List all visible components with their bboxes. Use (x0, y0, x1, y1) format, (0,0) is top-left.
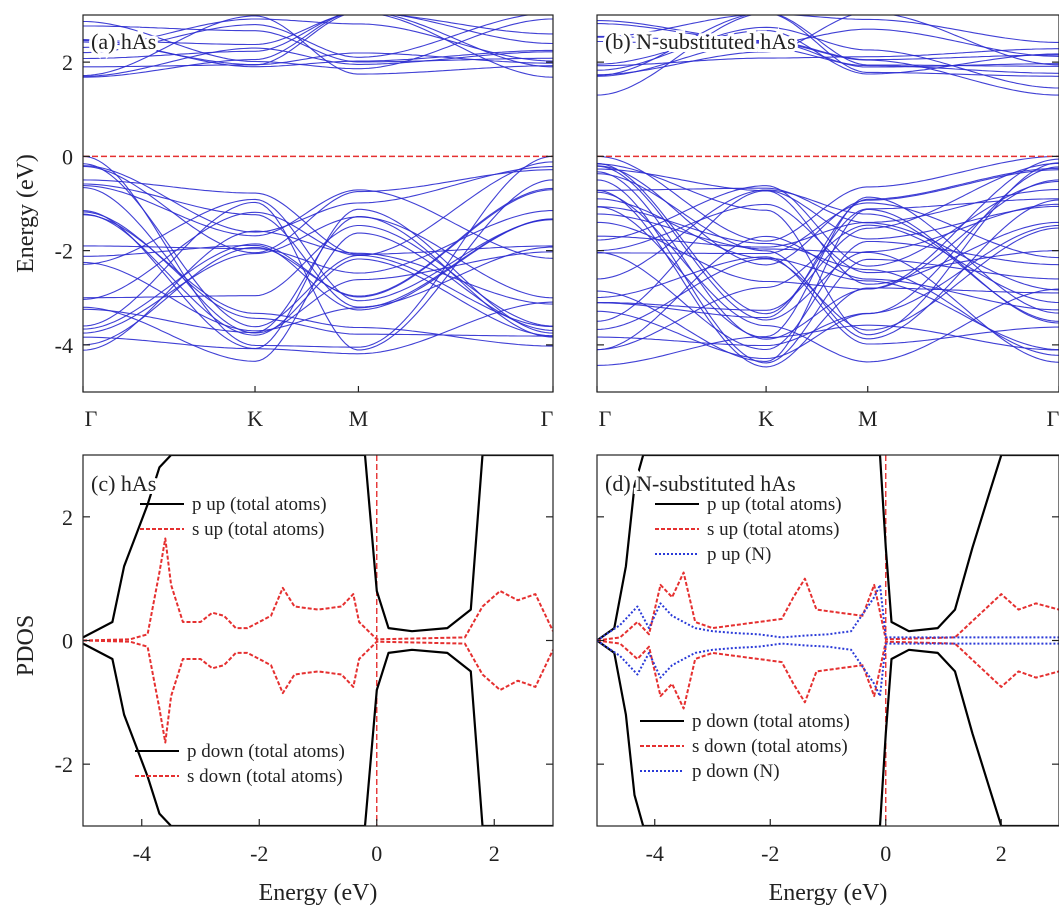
x-tick-label: M (349, 406, 369, 431)
x-tick-label: K (758, 406, 774, 431)
x-tick-label: Γ (541, 406, 554, 431)
legend-entry-down: s down (total atoms) (187, 766, 343, 787)
band-line (83, 219, 553, 331)
panel-label: (d) N-substituted hAs (605, 471, 796, 496)
panel-label: (b) N-substituted hAs (605, 29, 796, 54)
series-p-up-n- (597, 585, 1059, 641)
band-panel-b: Γ K M Γ (b) N-substituted hAs (597, 12, 1059, 431)
legend-entry-up: p up (total atoms) (707, 494, 842, 515)
y-tick-label: -2 (55, 752, 73, 777)
x-tick-label: -4 (646, 841, 664, 866)
panel-label: (a) hAs (91, 29, 156, 54)
y-tick-label: 2 (62, 50, 73, 75)
x-tick-label: -2 (250, 841, 268, 866)
band-line (83, 180, 553, 254)
x-tick-label: Γ (1047, 406, 1059, 431)
x-tick-label: 2 (996, 841, 1007, 866)
series-p-down-n- (597, 641, 1059, 697)
band-line (597, 169, 1059, 239)
y-tick-label: 2 (62, 505, 73, 530)
band-line (83, 190, 553, 329)
legend-entry-up: s up (total atoms) (192, 519, 324, 540)
legend-entry-up: p up (total atoms) (192, 494, 327, 515)
series-p-down-total-atoms- (597, 641, 1059, 827)
band-line (83, 302, 553, 354)
legend-entry-down: p down (total atoms) (692, 711, 850, 732)
band-line (597, 207, 1059, 356)
band-lines (597, 12, 1059, 367)
legend-entry-down: p down (total atoms) (187, 741, 345, 762)
band-line (83, 167, 553, 253)
band-line (597, 242, 1059, 350)
x-tick-label: M (858, 406, 878, 431)
x-tick-label: Γ (85, 406, 98, 431)
panel-label: (c) hAs (91, 471, 156, 496)
x-tick-label: 2 (489, 841, 500, 866)
band-lines (83, 11, 553, 361)
series-p-down-total-atoms- (83, 644, 553, 826)
x-tick-label: K (247, 406, 263, 431)
x-axis-title: Energy (eV) (259, 880, 378, 906)
y-tick-label: 0 (62, 629, 73, 654)
series-s-up-total-atoms- (83, 539, 553, 641)
y-tick-label: -4 (55, 333, 73, 358)
x-tick-label: Γ (599, 406, 612, 431)
x-axis-title: Energy (eV) (769, 880, 888, 906)
series-s-up-total-atoms- (597, 573, 1059, 641)
series-s-down-total-atoms- (597, 641, 1059, 709)
y-axis-title: Energy (eV) (13, 154, 39, 273)
legend-entry-down: p down (N) (692, 761, 780, 782)
x-tick-label: 0 (371, 841, 382, 866)
band-panel-a: -4 -2 0 2 Γ K M Γ (a) hAs Energy (eV) (13, 11, 554, 431)
legend-entry-down: s down (total atoms) (692, 736, 848, 757)
x-tick-label: -2 (761, 841, 779, 866)
legend-entry-up: s up (total atoms) (707, 519, 839, 540)
x-tick-label: -4 (133, 841, 151, 866)
legend-entry-up: p up (N) (707, 544, 771, 565)
y-tick-label: 0 (62, 144, 73, 169)
y-tick-label: -2 (55, 239, 73, 264)
series-s-down-total-atoms- (83, 641, 553, 743)
band-line (597, 156, 1059, 241)
pdos-panel-c: -4 -2 0 2 -2 0 2 Energy (eV) PDOS (c) hAs p up (to… (13, 455, 553, 906)
y-axis-title: PDOS (13, 615, 39, 676)
x-tick-label: 0 (880, 841, 891, 866)
